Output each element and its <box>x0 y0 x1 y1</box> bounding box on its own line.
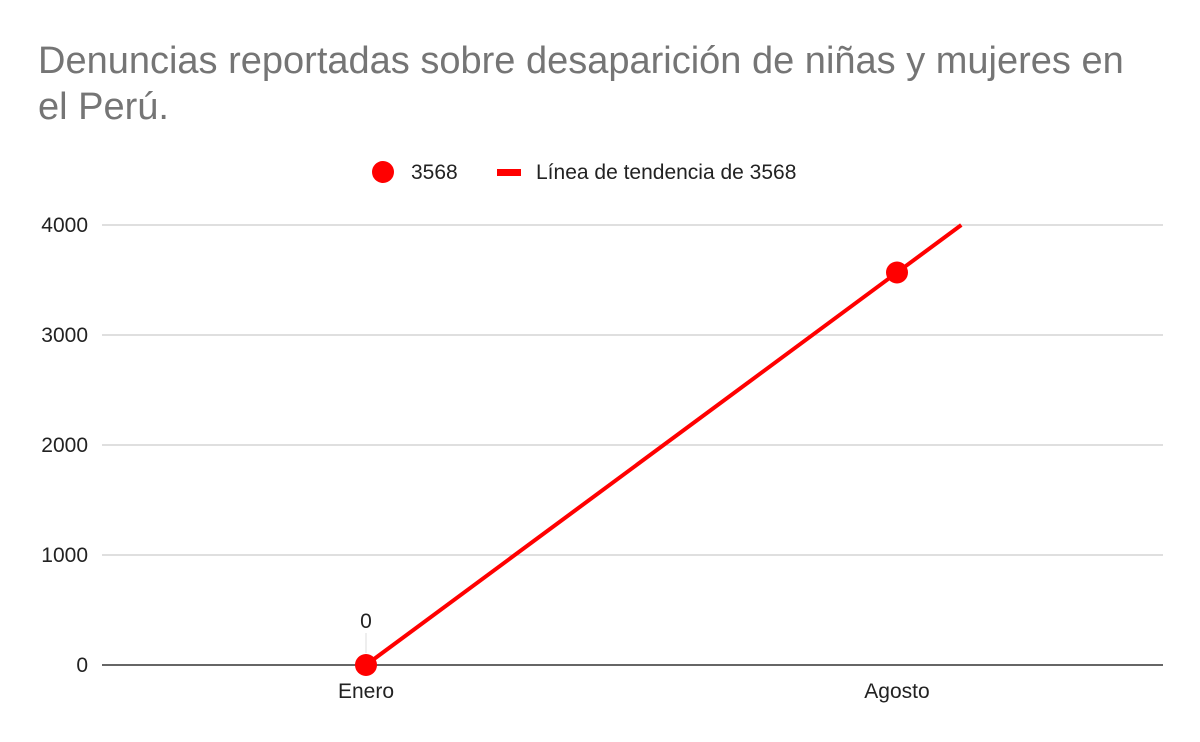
x-tick-label: Enero <box>338 680 394 703</box>
y-tick-label: 1000 <box>41 544 88 567</box>
legend-label-trendline: Línea de tendencia de 3568 <box>536 161 796 184</box>
y-tick-label: 3000 <box>41 324 88 347</box>
legend-marker-series <box>372 161 394 183</box>
legend-label-series: 3568 <box>411 161 458 184</box>
gridlines <box>102 224 1163 666</box>
x-tick-label: Agosto <box>864 680 929 703</box>
y-axis-ticks: 0 1000 2000 3000 4000 <box>41 214 88 677</box>
legend-marker-trendline <box>497 169 521 176</box>
x-axis-ticks: Enero Agosto <box>338 680 930 703</box>
data-point <box>886 261 908 284</box>
y-tick-label: 2000 <box>41 434 88 457</box>
y-tick-label: 0 <box>76 654 88 677</box>
data-point <box>355 654 377 676</box>
chart-title: Denuncias reportadas sobre desaparición … <box>38 40 1124 128</box>
data-labels: 0 <box>360 610 372 653</box>
y-tick-label: 4000 <box>41 214 88 237</box>
legend: 3568 Línea de tendencia de 3568 <box>372 161 796 184</box>
data-points <box>355 261 908 676</box>
trendline-line <box>364 223 963 667</box>
trendline <box>364 223 963 667</box>
data-label: 0 <box>360 610 372 633</box>
